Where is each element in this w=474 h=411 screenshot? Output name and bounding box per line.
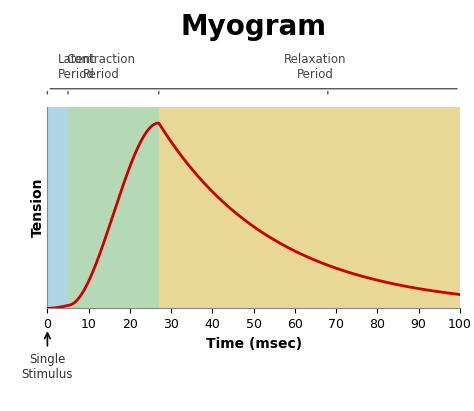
Bar — [47, 107, 68, 308]
Text: Relaxation
Period: Relaxation Period — [284, 53, 346, 81]
Y-axis label: Tension: Tension — [31, 178, 45, 237]
X-axis label: Time (msec): Time (msec) — [206, 337, 301, 351]
Bar — [68, 107, 159, 308]
Text: Contraction
Period: Contraction Period — [66, 53, 136, 81]
Text: Single
Stimulus: Single Stimulus — [22, 353, 73, 381]
Text: Latent
Period: Latent Period — [58, 53, 96, 81]
Bar — [159, 107, 460, 308]
Title: Myogram: Myogram — [181, 13, 327, 41]
